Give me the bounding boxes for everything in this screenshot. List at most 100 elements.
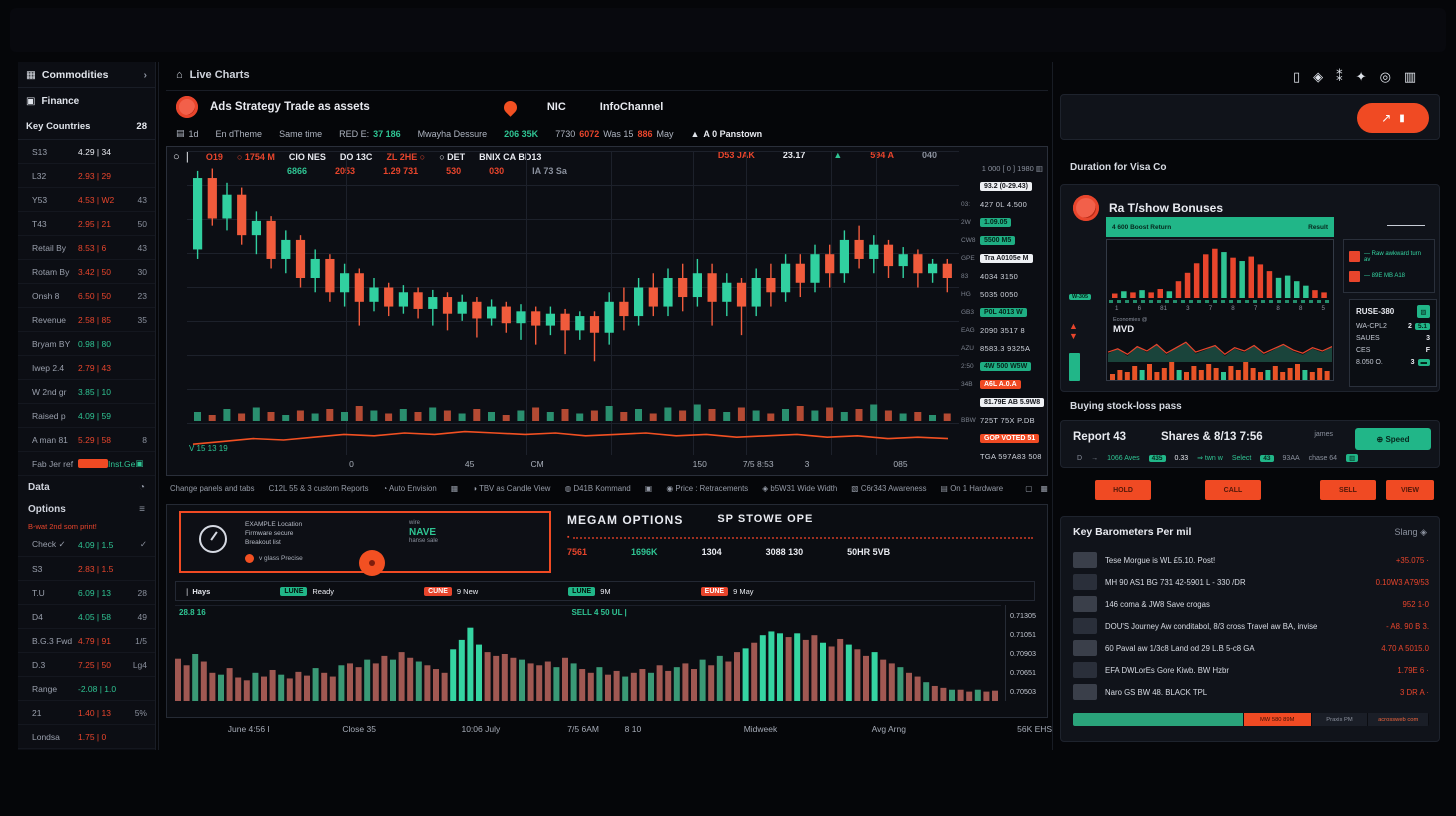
device-icon[interactable]: ▯	[1293, 69, 1301, 84]
watchlist-row[interactable]: Bryam BY 0.98 | 80	[18, 332, 155, 356]
news-value: 0.10W3 A79/53	[1375, 577, 1429, 587]
news-sort[interactable]: Slang ◈	[1394, 526, 1427, 537]
report-card[interactable]: Report 43 Shares & 8/13 7:56 james ⊕ Spe…	[1060, 420, 1440, 468]
quick-action-button-view[interactable]: VIEW	[1386, 480, 1434, 500]
news-row[interactable]: Naro GS BW 48. BLACK TPL 3 DR A ·	[1073, 681, 1429, 703]
bottom-toolbar-item[interactable]: ◔ Auto Envision	[383, 484, 437, 493]
section-data[interactable]: Data ◔	[18, 476, 155, 498]
hist-time-label: Close 35	[342, 724, 376, 734]
watchlist-row[interactable]: S3 2.83 | 1.5	[18, 557, 155, 581]
channel-label[interactable]: InfoChannel	[599, 101, 664, 113]
expand-icon[interactable]: ▦	[1040, 484, 1048, 493]
news-row[interactable]: 60 Paval aw 1/3c8 Land od 29 L.B 5-c8 GA…	[1073, 637, 1429, 659]
home-row[interactable]: ⌂ Live Charts	[176, 69, 250, 81]
finance-row[interactable]: ▣ Finance	[18, 88, 155, 114]
bottom-toolbar-item[interactable]: ◈ b5W31 Wide Width	[762, 484, 837, 493]
watchlist-row[interactable]: Y53 4.53 | W2 43	[18, 188, 155, 212]
interval-selector[interactable]: ▤ 1d	[176, 128, 199, 139]
spark-icon[interactable]: ✦	[1355, 69, 1367, 84]
watchlist-row[interactable]: Revenue 2.58 | 85 35	[18, 308, 155, 332]
building-icon[interactable]: ▥	[1403, 69, 1417, 84]
bottom-toolbar-item[interactable]: ▤ On 1 Hardware	[941, 484, 1003, 493]
news-row[interactable]: EFA DWLorEs Gore Kiwb. BW Hzbr 1.79E 6 ·	[1073, 659, 1429, 681]
stat-row: WA-CPL2 2 5.1	[1356, 323, 1430, 330]
record-button[interactable]	[359, 550, 385, 576]
bottom-toolbar-item[interactable]: Change panels and tabs	[170, 484, 255, 493]
watchlist-row[interactable]: D.3 7.25 | 50 Lg4	[18, 653, 155, 677]
price-axis[interactable]: 93.2 (0-29.43) 03: 427 0L 4.500 2W 1.09.05 CW…	[961, 179, 1045, 464]
watchlist-row[interactable]: D4 4.05 | 58 49	[18, 605, 155, 629]
watchlist-row[interactable]: Iwep 2.4 2.79 | 43	[18, 356, 155, 380]
watchlist-row[interactable]: Retail By 8.53 | 6 43	[18, 236, 155, 260]
session-info-card[interactable]: EXAMPLE Location Firmware secure Breakou…	[179, 511, 551, 576]
doc-icon[interactable]: ▨	[1417, 305, 1430, 318]
bottom-toolbar-item[interactable]: ▦	[451, 484, 458, 493]
time-axis[interactable]: 0 45 CM 150 7/5 8:53 3 085	[187, 459, 959, 473]
trade-action-button[interactable]: ↗ ▮	[1357, 103, 1429, 133]
watchlist-row[interactable]: A man 81 5.29 | 58 8	[18, 428, 155, 452]
candlestick-plot[interactable]: V 15 13 19	[187, 151, 959, 455]
mini-tick: 7	[1253, 305, 1258, 312]
watchlist-row[interactable]: Raised p 4.09 | 59	[18, 404, 155, 428]
bottom-toolbar-item[interactable]: C12L 55 & 3 custom Reports	[269, 484, 369, 493]
precise-note[interactable]: v glass Precise	[245, 554, 303, 563]
target-icon[interactable]: ◎	[1379, 69, 1391, 84]
quick-action-button-sell[interactable]: SELL	[1320, 480, 1376, 500]
bottom-toolbar-item[interactable]: ◉ Price : Retracements	[666, 484, 748, 493]
allocation-progress-bar[interactable]: MW 580 89M Praxis PM acrossweb com	[1073, 713, 1429, 726]
toolbar-pressure[interactable]: Mwayha Dessure	[417, 128, 488, 139]
news-row[interactable]: MH 90 AS1 BG 731 42-5901 L - 330 /DR 0.10…	[1073, 571, 1429, 593]
bottom-toolbar-item[interactable]: ◍ D41B Kommand	[565, 484, 631, 493]
quick-action-button-hold[interactable]: HOLD	[1095, 480, 1151, 500]
volume-histogram[interactable]: 28.8 16 SELL 4 50 UL |	[175, 605, 1001, 701]
sidebar-header[interactable]: ▦ Commodities ›	[18, 62, 155, 88]
price-axis-item: HG 5035 0050	[961, 287, 1045, 302]
quick-action-button-call[interactable]: CALL	[1205, 480, 1261, 500]
watchlist-row[interactable]: L32 2.93 | 29	[18, 164, 155, 188]
shield-icon[interactable]: ◈	[1313, 69, 1324, 84]
chevron-right-icon[interactable]: ›	[143, 68, 148, 81]
watchlist-row[interactable]: Range -2.08 | 1.0	[18, 677, 155, 701]
bottom-toolbar-item[interactable]: ▣	[645, 484, 652, 493]
watchlist-row[interactable]: 21 1.40 | 13 5%	[18, 701, 155, 725]
news-row[interactable]: Tese Morgue is WL £5.10. Post! +35.075 ·	[1073, 549, 1429, 571]
news-row[interactable]: DOU'S Journey Aw conditabol, 8/3 cross T…	[1073, 615, 1429, 637]
series-toggle[interactable]: LUNE 9M	[568, 586, 611, 596]
red-e-value: 37 186	[373, 128, 401, 139]
bottom-toolbar-item[interactable]: ◑ TBV as Candle View	[472, 484, 550, 493]
watchlist-row[interactable]: Onsh 8 6.50 | 50 23	[18, 284, 155, 308]
toolbar-red-e[interactable]: RED E: 37 186	[339, 128, 401, 139]
toggle-text: 9 New	[456, 586, 479, 596]
watchlist-row[interactable]: T.U 6.09 | 13 28	[18, 581, 155, 605]
watchlist-row[interactable]: T43 2.95 | 21 50	[18, 212, 155, 236]
watchlist-special-row[interactable]: Fab Jer ref Inst.Ge ▣	[18, 452, 155, 476]
mini-chart-box[interactable]: 1 6 81 3 7 8 7 8 8 5 Economies @ MVD	[1106, 239, 1334, 381]
team-icon[interactable]: ⁑	[1336, 69, 1343, 84]
watchlist-row[interactable]: W 2nd gr 3.85 | 10	[18, 380, 155, 404]
watchlist-row[interactable]: B.G.3 Fwd 4.79 | 91 1/5	[18, 629, 155, 653]
nic-label[interactable]: NIC	[546, 101, 566, 113]
watchlist-row[interactable]: Rotam By 3.42 | 50 30	[18, 260, 155, 284]
axis-prefix: HG	[961, 291, 971, 298]
bonus-green-bar[interactable]: 4 600 Boost Return Result	[1106, 217, 1334, 237]
series-toggle[interactable]: CUNE 9 New	[424, 586, 479, 596]
section-options[interactable]: Options ≡	[18, 498, 155, 520]
series-toggle[interactable]: EUNE 9 May	[700, 586, 754, 596]
clock-icon	[199, 525, 227, 553]
watchlist-row[interactable]: S13 4.29 | 34	[18, 140, 155, 164]
toolbar-item-theme[interactable]: En dTheme	[215, 128, 263, 139]
news-row[interactable]: 146 coma & JW8 Save crogas 952 1-0	[1073, 593, 1429, 615]
legend-text: — 89E MB A18	[1364, 273, 1406, 279]
brand-logo-icon[interactable]	[176, 96, 198, 118]
bottom-toolbar-item[interactable]: ▧ C6r343 Awareness	[851, 484, 926, 493]
toolbar-item-time[interactable]: Same time	[279, 128, 323, 139]
options-value: 3088 130	[765, 547, 804, 557]
countries-row[interactable]: Key Countries 28	[18, 114, 155, 140]
watchlist-row[interactable]: Check ✓ 4.09 | 1.5 ✓	[18, 533, 155, 557]
speed-button[interactable]: ⊕ Speed	[1355, 428, 1431, 450]
series-toggle[interactable]: LUNE Ready	[280, 586, 334, 596]
marker-icon: ▪	[567, 534, 570, 541]
watchlist-row[interactable]: Londsa 1.75 | 0	[18, 725, 155, 749]
toolbar-last[interactable]: ▲ A 0 Panstown	[690, 128, 763, 139]
expand-icon[interactable]: ▢	[1025, 484, 1033, 493]
